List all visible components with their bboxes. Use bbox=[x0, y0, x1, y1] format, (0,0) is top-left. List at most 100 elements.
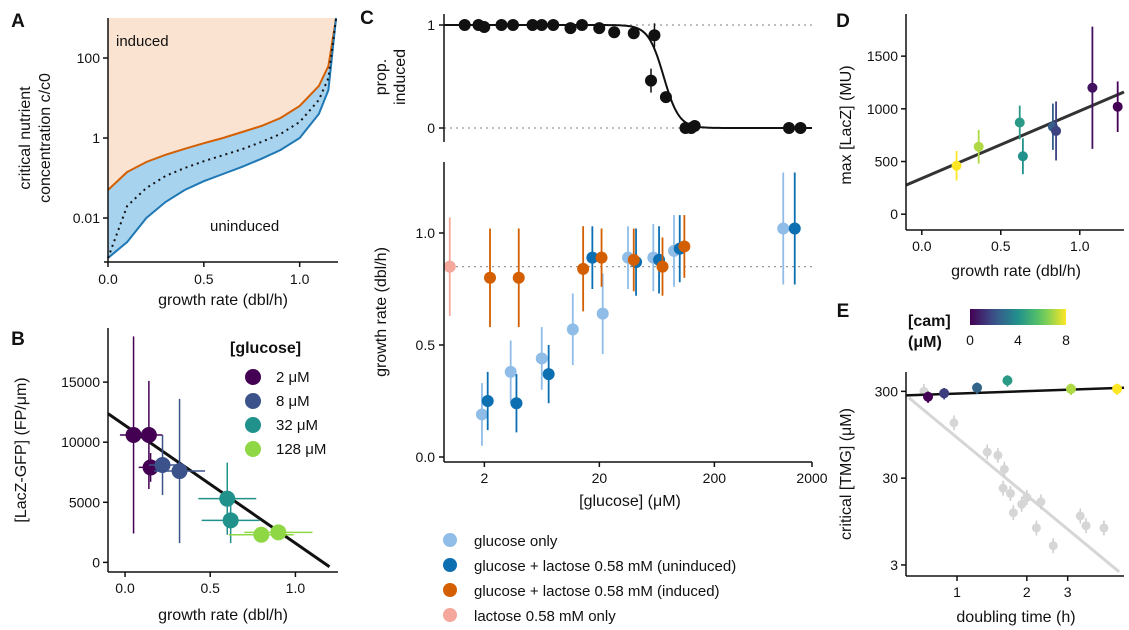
legend-label: glucose only bbox=[474, 533, 558, 550]
legend-swatch bbox=[443, 558, 457, 572]
data-point bbox=[577, 262, 590, 275]
data-point bbox=[566, 323, 579, 336]
y-tick-label: 0.01 bbox=[73, 210, 100, 226]
panel-letter-a: A bbox=[11, 11, 25, 32]
panel-letter-e: E bbox=[837, 301, 850, 322]
legend-label: glucose + lactose 0.58 mM (induced) bbox=[474, 583, 720, 600]
data-point bbox=[154, 457, 171, 474]
data-point bbox=[504, 365, 517, 378]
top-y-tick-label: 0 bbox=[427, 120, 435, 136]
y-tick-label: 0.5 bbox=[416, 337, 436, 353]
grey-data-point bbox=[982, 447, 992, 457]
data-point bbox=[645, 74, 657, 87]
legend-label: lactose 0.58 mM only bbox=[474, 608, 616, 625]
grey-fit-line bbox=[907, 396, 1121, 573]
x-tick-label: 1.0 bbox=[286, 580, 306, 596]
y-axis-title-line2: concentration c/c0 bbox=[37, 73, 54, 203]
legend-swatch bbox=[245, 417, 261, 433]
label-uninduced: uninduced bbox=[210, 218, 279, 235]
lower-curve bbox=[107, 17, 338, 259]
panel-letter-b: B bbox=[11, 329, 25, 350]
grey-data-point bbox=[1075, 511, 1085, 521]
legend-swatch bbox=[443, 608, 457, 622]
x-tick-label: 2 bbox=[480, 470, 488, 486]
colorbar-tick-label: 0 bbox=[966, 332, 974, 348]
label-induced: induced bbox=[116, 33, 169, 50]
x-axis-title: growth rate (dbl/h) bbox=[951, 263, 1081, 280]
upper-curve bbox=[107, 17, 338, 191]
data-point bbox=[526, 19, 539, 31]
data-point bbox=[125, 426, 142, 443]
data-point bbox=[547, 19, 560, 31]
x-tick-label: 0.5 bbox=[991, 238, 1011, 254]
legend-label: 2 μM bbox=[276, 369, 310, 386]
data-point bbox=[542, 368, 555, 381]
legend-label: 128 μM bbox=[276, 441, 326, 458]
data-point bbox=[576, 19, 588, 31]
legend-swatch bbox=[443, 533, 457, 547]
x-tick-label: 1 bbox=[953, 584, 961, 600]
y-tick-label: 30 bbox=[882, 470, 898, 486]
data-point bbox=[648, 29, 661, 42]
data-point bbox=[1112, 101, 1123, 112]
data-point bbox=[1002, 375, 1013, 386]
data-point bbox=[1017, 151, 1028, 162]
y-tick-label: 1.0 bbox=[416, 225, 436, 241]
data-point bbox=[923, 391, 934, 402]
legend-swatch bbox=[245, 369, 261, 385]
x-tick-label: 0.0 bbox=[98, 271, 118, 287]
induced-region bbox=[108, 18, 337, 190]
data-point bbox=[627, 253, 640, 266]
data-point bbox=[484, 271, 496, 284]
y-tick-label: 5000 bbox=[69, 494, 100, 510]
grey-data-point bbox=[1017, 499, 1027, 509]
data-point bbox=[1087, 82, 1098, 93]
data-point bbox=[219, 490, 236, 507]
legend-label: 32 μM bbox=[276, 417, 318, 434]
data-point bbox=[458, 19, 471, 31]
fit-line bbox=[905, 90, 1125, 187]
grey-data-point bbox=[998, 483, 1008, 493]
grey-data-point bbox=[1022, 492, 1032, 502]
data-point bbox=[596, 307, 609, 320]
data-point bbox=[253, 526, 270, 543]
grey-data-point bbox=[1099, 523, 1109, 533]
data-point bbox=[495, 19, 508, 31]
data-point bbox=[973, 141, 984, 152]
data-point bbox=[608, 26, 621, 39]
data-point bbox=[595, 251, 608, 264]
y-tick-label: 0.0 bbox=[416, 449, 436, 465]
x-tick-label: 0.0 bbox=[912, 238, 932, 254]
data-point bbox=[481, 395, 494, 407]
y-tick-label: 1500 bbox=[867, 48, 898, 64]
y-tick-label: 0 bbox=[92, 554, 100, 570]
data-point bbox=[510, 397, 523, 410]
data-point bbox=[627, 27, 640, 40]
data-point bbox=[678, 240, 691, 253]
data-point bbox=[512, 271, 525, 284]
y-tick-label: 15000 bbox=[61, 374, 100, 390]
data-point bbox=[1051, 125, 1062, 136]
data-point bbox=[535, 352, 548, 365]
x-tick-label: 0.5 bbox=[194, 271, 214, 287]
y-tick-label: 1000 bbox=[867, 101, 898, 117]
data-point bbox=[475, 408, 488, 421]
data-point bbox=[171, 463, 188, 480]
legend-label: glucose + lactose 0.58 mM (uninduced) bbox=[474, 558, 736, 575]
grey-data-point bbox=[999, 464, 1009, 474]
data-point bbox=[564, 22, 577, 35]
grey-data-point bbox=[993, 450, 1003, 460]
x-axis-title: doubling time (h) bbox=[956, 609, 1075, 626]
colorbar bbox=[970, 309, 1066, 325]
data-point bbox=[777, 222, 790, 235]
data-point bbox=[783, 122, 795, 134]
x-axis-title: growth rate (dbl/h) bbox=[158, 292, 288, 309]
y-tick-label: 500 bbox=[875, 154, 899, 170]
sigmoid-fit bbox=[444, 24, 812, 129]
grey-data-point bbox=[1048, 541, 1058, 551]
data-point bbox=[951, 160, 962, 171]
x-tick-label: 2000 bbox=[796, 470, 827, 486]
grey-data-point bbox=[1031, 523, 1041, 533]
data-point bbox=[535, 19, 548, 31]
data-point bbox=[593, 22, 606, 35]
